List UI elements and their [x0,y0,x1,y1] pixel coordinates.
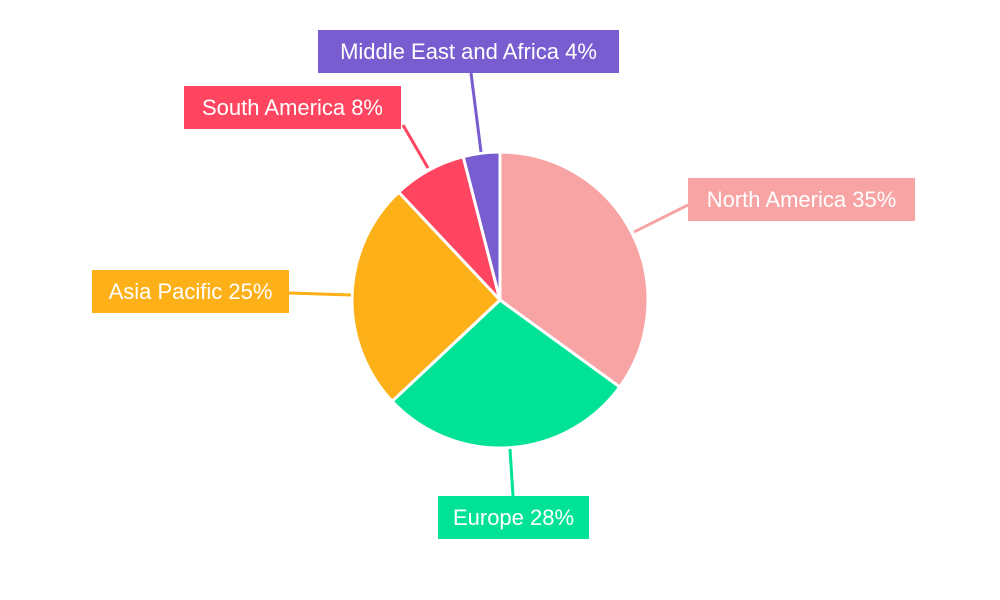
pie-slice-middle-east-and-africa[interactable] [461,150,502,301]
data-label: Middle East and Africa 4% [340,39,597,64]
data-label-box [438,496,589,539]
data-label: South America 8% [202,95,383,120]
leader-line [401,124,430,169]
pie-slice-asia-pacific[interactable] [350,189,503,404]
data-label-box [92,270,289,313]
leader-line [508,448,515,497]
leader-line [288,291,352,297]
pie-slice-north-america[interactable] [498,150,650,390]
data-label: North America 35% [707,187,897,212]
data-label-box [318,30,619,73]
leader-line [633,203,689,234]
data-label: Europe 28% [453,505,574,530]
leader-line [469,72,483,153]
data-label-box [184,86,401,129]
pie-slice-europe[interactable] [389,298,622,450]
data-label: Asia Pacific 25% [109,279,273,304]
data-label-box [688,178,915,221]
